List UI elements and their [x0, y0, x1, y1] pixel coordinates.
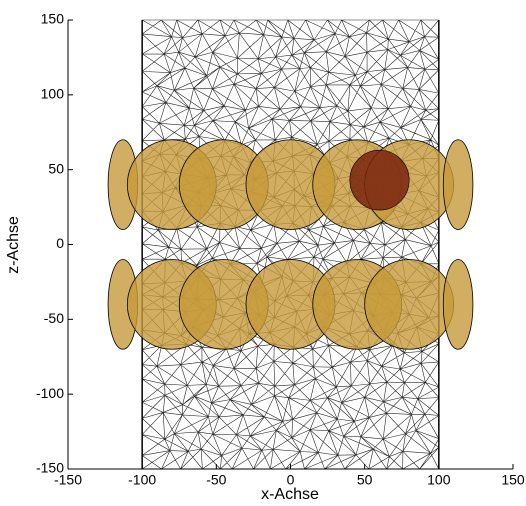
- x-tick-label: -100: [128, 472, 156, 488]
- disk: [443, 259, 473, 349]
- y-tick-label: 50: [48, 160, 64, 176]
- x-tick-label: 100: [427, 472, 451, 488]
- y-tick-label: 0: [56, 235, 64, 251]
- y-tick-label: -100: [36, 385, 64, 401]
- y-tick-label: -150: [36, 460, 64, 476]
- y-tick-label: -50: [44, 310, 64, 326]
- y-tick-label: 100: [41, 86, 65, 102]
- x-tick-label: 150: [501, 472, 525, 488]
- y-axis-label: z-Achse: [5, 216, 22, 274]
- chart: -150-100-50050100150-150-100-50050100150…: [0, 0, 526, 506]
- x-axis-label: x-Achse: [261, 486, 319, 503]
- disk: [365, 259, 454, 349]
- x-tick-label: -50: [206, 472, 226, 488]
- mesh: [142, 20, 439, 469]
- mesh-lines: [142, 20, 439, 469]
- disks: [108, 140, 473, 350]
- marker-sphere: [350, 150, 409, 210]
- x-tick-label: 50: [357, 472, 373, 488]
- y-tick-label: 150: [41, 11, 65, 27]
- disk: [443, 140, 473, 230]
